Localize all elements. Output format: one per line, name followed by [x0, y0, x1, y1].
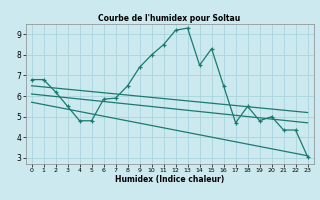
Title: Courbe de l'humidex pour Soltau: Courbe de l'humidex pour Soltau — [99, 14, 241, 23]
X-axis label: Humidex (Indice chaleur): Humidex (Indice chaleur) — [115, 175, 224, 184]
